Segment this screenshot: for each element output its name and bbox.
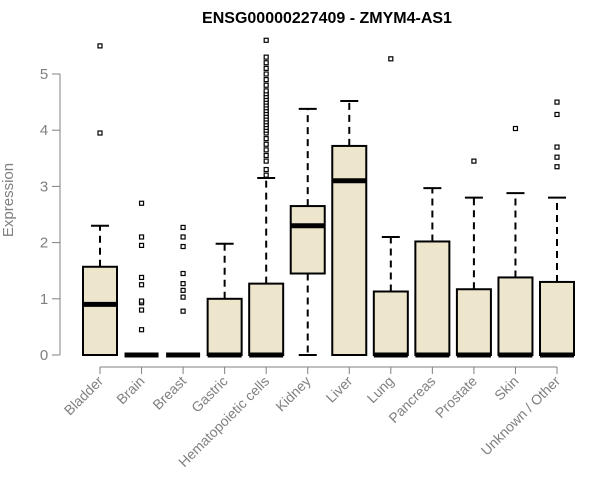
- outlier-point: [180, 243, 186, 250]
- outlier-point: [263, 88, 269, 94]
- outlier-point: [471, 158, 477, 164]
- x-tick-label: Brain: [113, 373, 147, 407]
- box-pancreas: [414, 187, 451, 358]
- y-tick-label: 1: [40, 291, 48, 308]
- outlier-point: [180, 224, 186, 231]
- box-gastric: [206, 242, 243, 358]
- outlier-point: [263, 147, 269, 153]
- box-hematopoietic-cells: [248, 37, 285, 358]
- outlier-point: [138, 282, 145, 288]
- box-kidney: [289, 107, 326, 356]
- outlier-point: [138, 307, 145, 313]
- box-breast: [166, 224, 201, 358]
- y-tick-label: 2: [40, 235, 48, 252]
- x-tick-label: Liver: [323, 373, 356, 406]
- outlier-point: [263, 71, 269, 77]
- outlier-point: [138, 200, 145, 206]
- outlier-point: [138, 327, 145, 333]
- outlier-point: [138, 242, 145, 249]
- box-lung: [372, 56, 409, 358]
- outlier-point: [554, 144, 560, 150]
- outlier-point: [180, 281, 186, 287]
- outlier-point: [97, 43, 103, 49]
- box-iqr: [331, 144, 368, 356]
- box-iqr: [206, 297, 243, 356]
- outlier-point: [263, 172, 269, 178]
- outlier-point: [388, 56, 394, 62]
- box-series: [82, 37, 575, 358]
- outlier-point: [263, 136, 269, 142]
- outlier-point: [263, 60, 269, 66]
- y-tick-label: 0: [40, 347, 48, 364]
- outlier-point: [180, 270, 186, 277]
- chart-title: ENSG00000227409 - ZMYM4-AS1: [202, 10, 452, 27]
- box-brain: [124, 200, 159, 358]
- outlier-point: [263, 77, 269, 83]
- x-tick-label: Prostate: [432, 373, 480, 421]
- outlier-point: [263, 141, 269, 147]
- outlier-point: [180, 287, 186, 293]
- box-skin: [497, 125, 534, 358]
- outlier-point: [263, 158, 269, 164]
- x-tick-label: Bladder: [61, 373, 107, 419]
- outlier-point: [263, 54, 269, 60]
- y-axis: 0 1 2 3 4 5: [40, 66, 61, 364]
- outlier-point: [263, 65, 269, 71]
- box-iqr: [248, 282, 285, 357]
- outlier-point: [263, 152, 269, 159]
- outlier-point: [263, 166, 269, 173]
- outlier-point: [138, 234, 145, 240]
- box-prostate: [455, 158, 492, 358]
- outlier-point: [180, 234, 186, 240]
- x-tick-label: Skin: [491, 373, 522, 404]
- box-iqr: [372, 290, 409, 356]
- y-tick-label: 5: [40, 66, 48, 83]
- y-tick-label: 3: [40, 178, 48, 195]
- box-bladder: [82, 43, 118, 356]
- box-liver: [331, 99, 368, 356]
- outlier-point: [263, 37, 269, 43]
- outlier-point: [512, 125, 519, 132]
- outlier-point: [263, 82, 269, 88]
- box-iqr: [455, 288, 492, 356]
- y-tick-label: 4: [40, 122, 48, 139]
- x-tick-label: Unknown / Other: [478, 373, 564, 459]
- box-iqr: [497, 276, 534, 356]
- box-unknown-other: [539, 99, 575, 358]
- x-tick-label: Lung: [364, 373, 397, 406]
- box-iqr: [539, 280, 575, 356]
- x-tick-label: Kidney: [272, 373, 314, 415]
- box-iqr: [414, 240, 451, 356]
- outlier-point: [554, 154, 560, 160]
- outlier-point: [138, 298, 145, 304]
- outlier-point: [554, 111, 560, 118]
- outlier-point: [554, 164, 560, 170]
- outlier-point: [180, 308, 186, 314]
- outlier-point: [97, 130, 103, 136]
- box-iqr: [289, 205, 326, 275]
- outlier-point: [554, 99, 560, 105]
- outlier-point: [180, 294, 186, 300]
- x-tick-label: Breast: [149, 373, 189, 413]
- outlier-point: [138, 274, 145, 281]
- y-axis-label: Expression: [0, 163, 17, 237]
- box-iqr: [82, 265, 118, 356]
